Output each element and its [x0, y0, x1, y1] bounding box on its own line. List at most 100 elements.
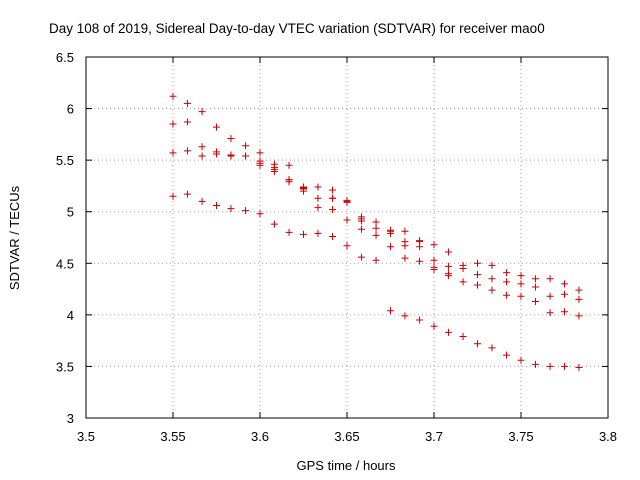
- data-point-upper-middle: [546, 292, 554, 300]
- data-point-lower-middle: [531, 297, 539, 305]
- data-point-lower-middle: [169, 149, 177, 157]
- data-point-lower-middle: [314, 204, 322, 212]
- y-tick-label: 3: [67, 411, 74, 426]
- grid-lines: [86, 57, 608, 418]
- x-axis-label: GPS time / hours: [297, 458, 396, 473]
- data-point-lower: [416, 316, 424, 324]
- y-tick-label: 3.5: [56, 359, 74, 374]
- data-point-lower: [300, 230, 307, 238]
- data-point-lower-middle: [357, 225, 365, 233]
- y-axis-label: SDTVAR / TECUs: [7, 185, 22, 290]
- data-point-extra: [357, 215, 365, 223]
- data-point-lower: [488, 344, 496, 352]
- data-point-lower: [329, 232, 337, 240]
- data-point-lower-middle: [416, 257, 424, 265]
- data-point-lower: [343, 242, 351, 250]
- data-point-lower: [430, 322, 438, 330]
- data-point-lower: [387, 307, 394, 315]
- y-tick-label: 4.5: [56, 256, 74, 271]
- x-tick-label: 3.6: [251, 429, 269, 444]
- data-point-upper: [474, 259, 481, 267]
- y-tick-label: 5: [67, 205, 74, 220]
- data-point-upper-middle: [531, 283, 539, 291]
- data-point-lower: [531, 360, 539, 368]
- data-point-upper-middle: [183, 118, 191, 126]
- data-point-upper-middle: [430, 256, 438, 264]
- data-point-lower: [517, 356, 525, 364]
- data-point-extra: [430, 265, 438, 273]
- data-point-extra: [343, 197, 351, 205]
- data-point-upper: [575, 286, 583, 294]
- data-point-upper-middle: [474, 271, 481, 279]
- data-point-upper: [242, 142, 250, 150]
- data-point-lower: [357, 253, 365, 261]
- data-point-extra: [329, 194, 337, 202]
- data-point-lower: [242, 207, 250, 215]
- data-point-extra: [444, 272, 452, 280]
- data-point-upper: [430, 241, 438, 249]
- data-point-upper: [198, 108, 206, 116]
- data-point-upper-middle: [575, 295, 583, 303]
- x-tick-label: 3.55: [160, 429, 185, 444]
- data-point-lower: [575, 363, 583, 371]
- data-point-upper: [488, 261, 496, 269]
- data-point-lower-middle: [343, 216, 351, 224]
- data-point-upper-middle: [459, 264, 467, 272]
- data-point-lower-middle: [213, 150, 220, 158]
- data-point-upper-middle: [198, 143, 206, 151]
- data-point-upper: [531, 275, 539, 283]
- data-point-upper: [227, 134, 235, 142]
- data-point-lower: [169, 192, 177, 200]
- data-point-lower: [401, 312, 409, 320]
- data-point-upper-middle: [488, 275, 496, 283]
- y-tick-label: 4: [67, 308, 74, 323]
- data-point-upper: [169, 92, 177, 100]
- data-point-upper: [256, 149, 264, 157]
- data-point-lower-middle: [227, 151, 235, 159]
- data-point-lower: [285, 228, 293, 236]
- data-point-extra: [300, 184, 307, 192]
- axis-ticks: 3.5 3.55 3.6 3.65 3.7 3.75 3.833.544.555.566.5: [56, 50, 617, 444]
- x-tick-label: 3.7: [425, 429, 443, 444]
- data-point-upper-middle: [416, 243, 424, 251]
- data-point-lower: [270, 220, 278, 228]
- data-point-lower: [198, 197, 206, 205]
- data-point-lower-middle: [372, 231, 380, 239]
- data-point-upper-middle: [169, 120, 177, 128]
- data-point-upper-middle: [444, 262, 452, 270]
- data-point-lower: [213, 202, 220, 210]
- chart-title: Day 108 of 2019, Sidereal Day-to-day VTE…: [49, 21, 545, 36]
- data-point-lower-middle: [488, 286, 496, 294]
- data-point-extra: [270, 165, 278, 173]
- data-point-upper: [329, 186, 337, 194]
- data-point-lower: [183, 190, 191, 198]
- data-point-extra: [256, 159, 264, 167]
- data-point-lower-middle: [503, 291, 511, 299]
- data-point-lower: [314, 229, 322, 237]
- data-point-upper: [314, 183, 322, 191]
- y-tick-label: 6.5: [56, 50, 74, 65]
- data-point-lower-middle: [546, 309, 554, 317]
- data-point-upper: [401, 227, 409, 235]
- data-point-lower: [227, 205, 235, 213]
- data-point-lower: [561, 362, 568, 370]
- x-tick-label: 3.65: [334, 429, 359, 444]
- x-tick-label: 3.5: [77, 429, 95, 444]
- data-point-lower: [444, 328, 452, 336]
- data-points: [169, 92, 583, 371]
- data-point-extra: [387, 227, 394, 235]
- data-point-lower: [546, 362, 554, 370]
- data-point-extra: [401, 242, 409, 250]
- data-point-lower-middle: [242, 152, 250, 160]
- data-point-lower-middle: [198, 152, 206, 160]
- data-point-lower-middle: [474, 281, 481, 289]
- data-point-lower-middle: [387, 243, 394, 251]
- data-point-upper: [213, 123, 220, 131]
- data-point-lower-middle: [517, 292, 525, 300]
- data-point-upper: [444, 248, 452, 256]
- data-point-upper: [561, 280, 568, 288]
- data-point-lower-middle: [561, 308, 568, 316]
- data-point-upper: [285, 161, 293, 169]
- data-point-lower: [474, 340, 481, 348]
- data-point-upper: [546, 275, 554, 283]
